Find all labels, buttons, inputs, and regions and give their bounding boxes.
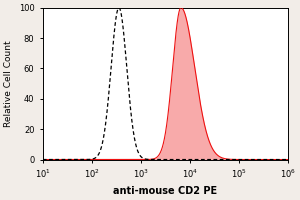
Y-axis label: Relative Cell Count: Relative Cell Count [4,40,13,127]
X-axis label: anti-mouse CD2 PE: anti-mouse CD2 PE [113,186,218,196]
